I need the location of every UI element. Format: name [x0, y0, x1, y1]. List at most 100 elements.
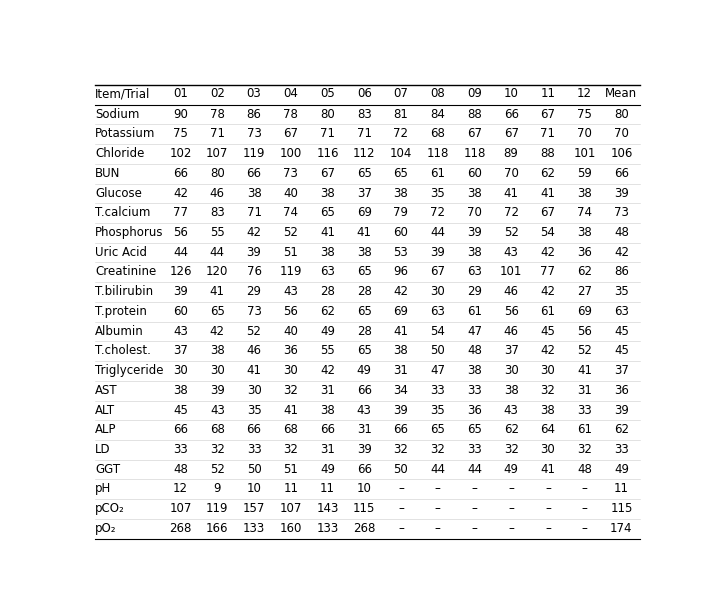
- Text: 80: 80: [320, 107, 335, 121]
- Text: 33: 33: [430, 384, 445, 397]
- Text: –: –: [545, 483, 551, 495]
- Text: 42: 42: [394, 285, 409, 298]
- Text: 61: 61: [467, 305, 482, 318]
- Text: 88: 88: [467, 107, 482, 121]
- Text: 75: 75: [174, 127, 188, 140]
- Text: BUN: BUN: [95, 167, 120, 180]
- Text: 119: 119: [280, 265, 302, 278]
- Text: 48: 48: [174, 463, 188, 476]
- Text: 71: 71: [541, 127, 556, 140]
- Text: 39: 39: [394, 404, 409, 417]
- Text: 54: 54: [541, 226, 556, 239]
- Text: –: –: [545, 522, 551, 535]
- Text: 83: 83: [357, 107, 371, 121]
- Text: 62: 62: [541, 167, 556, 180]
- Text: 33: 33: [247, 443, 262, 456]
- Text: 120: 120: [206, 265, 229, 278]
- Text: 33: 33: [467, 443, 482, 456]
- Text: 52: 52: [504, 226, 518, 239]
- Text: GGT: GGT: [95, 463, 120, 476]
- Text: 49: 49: [320, 325, 335, 338]
- Text: 83: 83: [210, 206, 224, 219]
- Text: 40: 40: [283, 187, 298, 199]
- Text: 67: 67: [541, 107, 556, 121]
- Text: 32: 32: [541, 384, 556, 397]
- Text: 160: 160: [280, 522, 302, 535]
- Text: T.bilirubin: T.bilirubin: [95, 285, 153, 298]
- Text: 79: 79: [394, 206, 409, 219]
- Text: 02: 02: [210, 87, 224, 100]
- Text: Chloride: Chloride: [95, 147, 145, 160]
- Text: 81: 81: [394, 107, 409, 121]
- Text: T.protein: T.protein: [95, 305, 147, 318]
- Text: 72: 72: [394, 127, 409, 140]
- Text: –: –: [581, 483, 588, 495]
- Text: 55: 55: [320, 345, 335, 357]
- Text: ALT: ALT: [95, 404, 115, 417]
- Text: 32: 32: [283, 384, 298, 397]
- Text: 68: 68: [283, 423, 298, 436]
- Text: 32: 32: [283, 443, 298, 456]
- Text: 07: 07: [394, 87, 409, 100]
- Text: 09: 09: [467, 87, 482, 100]
- Text: 38: 38: [357, 246, 371, 259]
- Text: pCO₂: pCO₂: [95, 502, 125, 515]
- Text: 33: 33: [174, 443, 188, 456]
- Text: Mean: Mean: [605, 87, 637, 100]
- Text: 115: 115: [610, 502, 632, 515]
- Text: 44: 44: [467, 463, 482, 476]
- Text: 44: 44: [210, 246, 225, 259]
- Text: 11: 11: [541, 87, 556, 100]
- Text: 96: 96: [394, 265, 409, 278]
- Text: 39: 39: [357, 443, 371, 456]
- Text: 45: 45: [614, 325, 629, 338]
- Text: –: –: [508, 502, 514, 515]
- Text: 77: 77: [541, 265, 556, 278]
- Text: 268: 268: [353, 522, 376, 535]
- Text: 36: 36: [283, 345, 298, 357]
- Text: 80: 80: [210, 167, 224, 180]
- Text: 31: 31: [577, 384, 592, 397]
- Text: 50: 50: [430, 345, 445, 357]
- Text: 100: 100: [280, 147, 302, 160]
- Text: 30: 30: [504, 364, 518, 377]
- Text: Item/Trial: Item/Trial: [95, 87, 151, 100]
- Text: 68: 68: [430, 127, 445, 140]
- Text: AST: AST: [95, 384, 118, 397]
- Text: 37: 37: [357, 187, 371, 199]
- Text: 89: 89: [504, 147, 518, 160]
- Text: 41: 41: [357, 226, 371, 239]
- Text: 60: 60: [394, 226, 409, 239]
- Text: 73: 73: [283, 167, 298, 180]
- Text: 68: 68: [210, 423, 224, 436]
- Text: 62: 62: [614, 423, 629, 436]
- Text: 71: 71: [320, 127, 335, 140]
- Text: 52: 52: [210, 463, 224, 476]
- Text: 05: 05: [320, 87, 335, 100]
- Text: 63: 63: [430, 305, 445, 318]
- Text: 36: 36: [577, 246, 592, 259]
- Text: 31: 31: [394, 364, 409, 377]
- Text: 38: 38: [577, 187, 592, 199]
- Text: 73: 73: [614, 206, 629, 219]
- Text: 03: 03: [247, 87, 262, 100]
- Text: 86: 86: [614, 265, 629, 278]
- Text: 46: 46: [247, 345, 262, 357]
- Text: 61: 61: [430, 167, 445, 180]
- Text: 56: 56: [283, 305, 298, 318]
- Text: 38: 38: [577, 226, 592, 239]
- Text: 70: 70: [577, 127, 592, 140]
- Text: 10: 10: [357, 483, 371, 495]
- Text: 74: 74: [577, 206, 592, 219]
- Text: 41: 41: [320, 226, 335, 239]
- Text: 49: 49: [614, 463, 629, 476]
- Text: 30: 30: [283, 364, 298, 377]
- Text: 69: 69: [394, 305, 409, 318]
- Text: 29: 29: [247, 285, 262, 298]
- Text: 74: 74: [283, 206, 298, 219]
- Text: 38: 38: [467, 246, 482, 259]
- Text: 43: 43: [210, 404, 224, 417]
- Text: 72: 72: [503, 206, 518, 219]
- Text: Glucose: Glucose: [95, 187, 142, 199]
- Text: 66: 66: [357, 463, 371, 476]
